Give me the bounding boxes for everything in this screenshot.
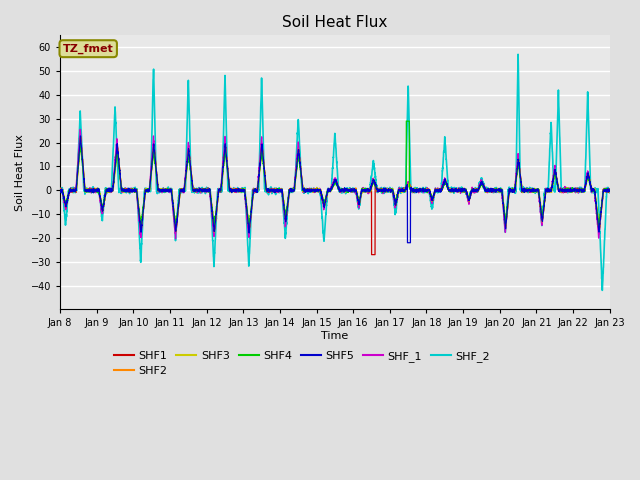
SHF4 — [315, 188, 323, 193]
SHF_2 — [490, 188, 497, 194]
SHF5 — [56, 187, 64, 192]
SHF1 — [490, 187, 497, 193]
SHF4 — [606, 187, 614, 193]
SHF2 — [155, 187, 163, 193]
SHF3 — [155, 187, 163, 192]
SHF5 — [77, 133, 84, 139]
SHF_2 — [155, 189, 163, 195]
X-axis label: Time: Time — [321, 331, 349, 341]
SHF2 — [458, 187, 466, 192]
SHF1 — [605, 188, 613, 194]
SHF_1 — [490, 188, 497, 194]
SHF1 — [428, 194, 436, 200]
Line: SHF_1: SHF_1 — [60, 130, 610, 239]
SHF_2 — [606, 188, 614, 193]
SHF_1 — [315, 188, 323, 193]
SHF3 — [77, 139, 84, 145]
SHF_1 — [76, 127, 84, 132]
SHF_2 — [514, 51, 522, 57]
SHF1 — [315, 187, 323, 193]
Line: SHF4: SHF4 — [60, 121, 610, 226]
SHF5 — [490, 188, 497, 194]
SHF1 — [155, 187, 163, 193]
SHF5 — [404, 240, 412, 246]
SHF2 — [77, 134, 84, 140]
SHF_1 — [155, 188, 163, 194]
SHF5 — [315, 187, 323, 193]
SHF4 — [56, 187, 64, 193]
Line: SHF3: SHF3 — [60, 142, 610, 229]
Line: SHF2: SHF2 — [60, 137, 610, 232]
SHF2 — [315, 187, 323, 192]
SHF2 — [605, 188, 613, 193]
SHF5 — [155, 187, 163, 192]
SHF_1 — [56, 189, 64, 194]
SHF5 — [606, 188, 614, 194]
SHF4 — [605, 188, 613, 194]
SHF4 — [458, 189, 466, 194]
SHF2 — [428, 195, 436, 201]
SHF5 — [605, 187, 613, 193]
SHF_1 — [606, 187, 614, 192]
SHF1 — [56, 187, 64, 193]
SHF4 — [428, 196, 436, 202]
Text: TZ_fmet: TZ_fmet — [63, 44, 113, 54]
SHF4 — [137, 223, 145, 229]
SHF4 — [403, 118, 410, 124]
SHF3 — [490, 188, 497, 194]
SHF_2 — [605, 189, 613, 195]
SHF5 — [458, 187, 466, 193]
SHF1 — [77, 134, 84, 140]
SHF_1 — [428, 198, 436, 204]
SHF3 — [606, 189, 614, 194]
SHF_1 — [605, 186, 613, 192]
SHF2 — [56, 185, 64, 191]
SHF3 — [211, 226, 218, 232]
SHF3 — [56, 188, 64, 193]
SHF2 — [211, 229, 218, 235]
SHF_2 — [314, 186, 322, 192]
SHF5 — [428, 197, 436, 203]
SHF_2 — [458, 188, 466, 194]
SHF2 — [490, 187, 497, 193]
SHF3 — [428, 193, 436, 199]
Y-axis label: Soil Heat Flux: Soil Heat Flux — [15, 134, 25, 211]
SHF1 — [368, 252, 376, 258]
SHF_2 — [598, 288, 606, 293]
SHF1 — [606, 187, 614, 192]
SHF3 — [605, 188, 613, 193]
Line: SHF_2: SHF_2 — [60, 54, 610, 290]
SHF_1 — [172, 236, 179, 242]
SHF4 — [490, 189, 497, 194]
SHF_2 — [56, 189, 64, 194]
SHF3 — [458, 188, 466, 193]
SHF1 — [458, 188, 466, 193]
SHF4 — [155, 188, 163, 193]
SHF2 — [606, 188, 614, 193]
SHF_2 — [428, 203, 435, 209]
Legend: SHF1, SHF2, SHF3, SHF4, SHF5, SHF_1, SHF_2: SHF1, SHF2, SHF3, SHF4, SHF5, SHF_1, SHF… — [109, 346, 495, 381]
SHF_1 — [458, 187, 466, 192]
Line: SHF5: SHF5 — [60, 136, 610, 243]
Title: Soil Heat Flux: Soil Heat Flux — [282, 15, 388, 30]
Line: SHF1: SHF1 — [60, 137, 610, 255]
SHF3 — [315, 188, 323, 193]
